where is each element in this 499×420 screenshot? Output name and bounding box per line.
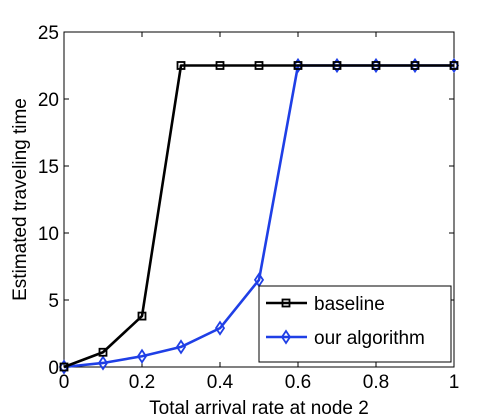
x-tick-label: 0.4 (207, 372, 234, 393)
x-axis-label: Total arrival rate at node 2 (149, 398, 369, 419)
y-tick-label: 25 (38, 23, 59, 44)
data-point-square (254, 61, 264, 70)
legend: baseline our algorithm (258, 285, 452, 363)
data-point-square (371, 61, 381, 70)
x-tick-label: 0 (59, 372, 70, 393)
data-point-diamond (280, 329, 292, 345)
data-point-square (215, 61, 225, 70)
series-baseline (59, 61, 459, 372)
data-point-square (410, 61, 420, 70)
data-point-diamond (175, 339, 187, 355)
data-point-square (449, 61, 459, 70)
y-tick-label: 5 (48, 291, 59, 312)
x-tick-label: 1 (449, 372, 460, 393)
legend-label: our algorithm (314, 328, 425, 349)
y-tick-label: 15 (38, 157, 59, 178)
legend-box (258, 285, 452, 363)
legend-label: baseline (314, 294, 385, 315)
data-point-square (176, 61, 186, 70)
legend-items: baseline our algorithm (266, 294, 425, 349)
y-tick-label: 10 (38, 224, 59, 245)
y-tick-label: 20 (38, 90, 59, 111)
data-point-square (59, 362, 69, 372)
data-point-square (137, 311, 147, 321)
legend-item: our algorithm (266, 328, 425, 349)
y-tick-label: 0 (48, 358, 59, 379)
x-tick-label: 0.8 (363, 372, 389, 393)
y-axis-label: Estimated traveling time (10, 98, 31, 301)
legend-item: baseline (266, 294, 385, 315)
series-line (63, 64, 454, 369)
data-point-diamond (136, 348, 148, 364)
x-axis: 0 0.2 0.4 0.6 0.8 1 (59, 32, 460, 393)
x-tick-label: 0.2 (129, 372, 155, 393)
data-point-square (281, 298, 291, 308)
data-point-square (98, 347, 108, 357)
x-tick-label: 0.6 (285, 372, 311, 393)
series-layer (58, 57, 460, 375)
data-point-square (332, 61, 342, 70)
data-point-square (293, 61, 303, 70)
data-point-diamond (214, 320, 226, 336)
data-point-diamond (97, 355, 109, 371)
y-axis: 0 5 10 15 20 25 (38, 23, 454, 379)
